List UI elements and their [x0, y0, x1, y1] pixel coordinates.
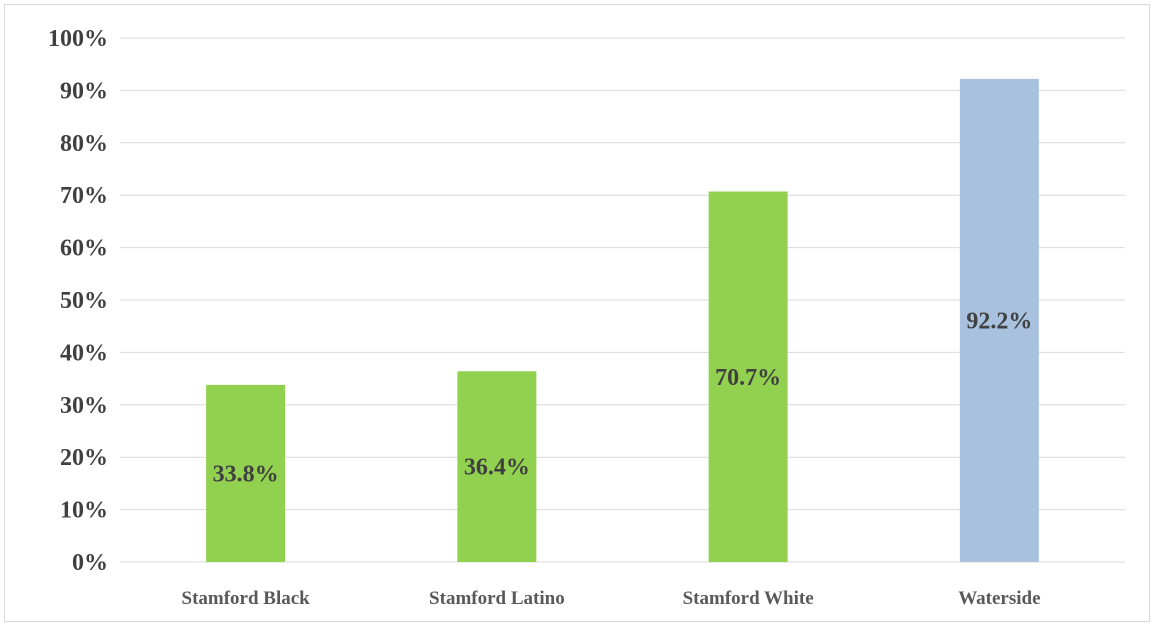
y-tick-label: 90%	[60, 78, 108, 104]
bar-waterside	[959, 78, 1039, 562]
data-label: 33.8%	[213, 461, 279, 487]
y-tick-label: 10%	[60, 498, 108, 524]
y-tick-label: 60%	[60, 236, 108, 262]
x-tick-label: Stamford Black	[182, 588, 311, 609]
y-tick-label: 100%	[48, 26, 108, 52]
x-tick-label: Stamford Latino	[429, 588, 565, 609]
bars	[206, 78, 1039, 563]
y-tick-label: 50%	[60, 288, 108, 314]
y-tick-label: 30%	[60, 393, 108, 419]
gridlines	[120, 37, 1125, 563]
y-axis-ticks: 0% 10% 20% 30% 40% 50% 60% 70% 80% 90% 100%	[48, 26, 108, 576]
data-label: 36.4%	[464, 455, 530, 481]
bar-stamford-latino	[457, 371, 537, 562]
y-tick-label: 40%	[60, 340, 108, 366]
data-label: 92.2%	[966, 308, 1032, 334]
bar-stamford-black	[206, 384, 286, 562]
x-tick-label: Stamford White	[683, 588, 814, 609]
chart-frame	[4, 4, 1150, 622]
data-labels: 33.8% 36.4% 70.7% 92.2%	[213, 308, 1033, 487]
y-tick-label: 20%	[60, 445, 108, 471]
y-tick-label: 80%	[60, 131, 108, 157]
bar-stamford-white	[708, 191, 788, 563]
y-tick-label: 70%	[60, 183, 108, 209]
data-label: 70.7%	[715, 365, 781, 391]
x-axis-ticks: Stamford Black Stamford Latino Stamford Wh…	[182, 588, 1041, 609]
y-tick-label: 0%	[72, 550, 108, 576]
x-tick-label: Waterside	[958, 588, 1040, 609]
